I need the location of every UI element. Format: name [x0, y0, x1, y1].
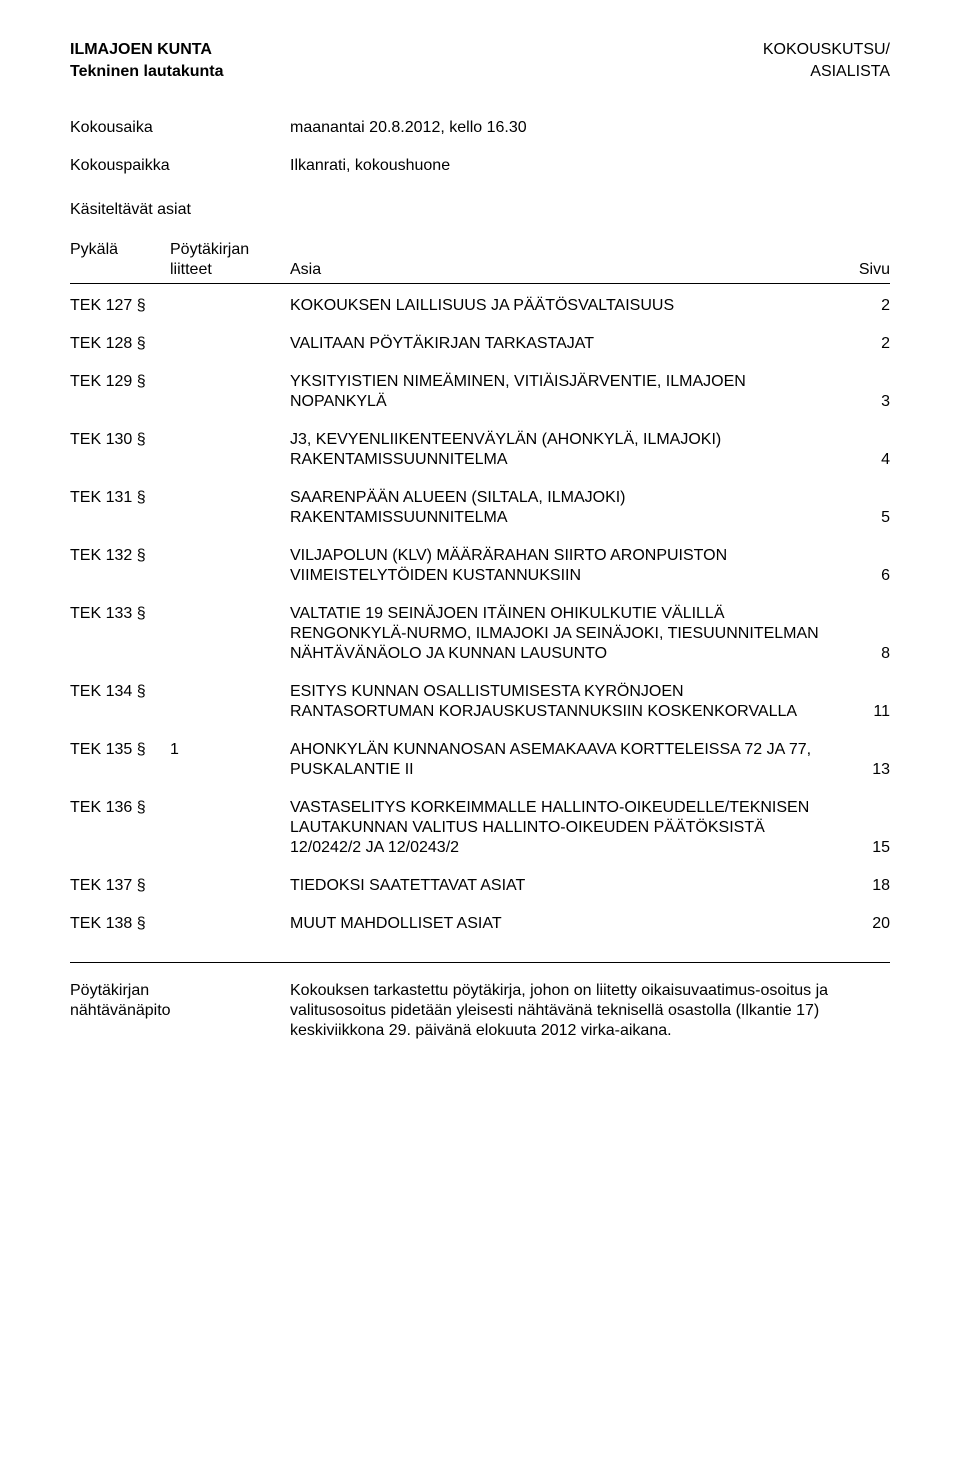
agenda-id: TEK 130 § — [70, 430, 170, 450]
agenda-row: TEK 136 § VASTASELITYS KORKEIMMALLE HALLI… — [70, 798, 890, 858]
footer-text: Kokouksen tarkastettu pöytäkirja, johon … — [290, 981, 890, 1041]
agenda-row: TEK 134 § ESITYS KUNNAN OSALLISTUMISESTA … — [70, 682, 890, 722]
col-liite-2: liitteet — [170, 260, 290, 280]
committee-name: Tekninen lautakunta — [70, 62, 224, 82]
col-sivu: Sivu — [840, 260, 890, 280]
agenda-page: 5 — [840, 508, 890, 528]
agenda-id: TEK 136 § — [70, 798, 170, 818]
header-rule — [70, 283, 890, 284]
agenda-row: TEK 135 §1AHONKYLÄN KUNNANOSAN ASEMAKAAV… — [70, 740, 890, 780]
agenda-title: MUUT MAHDOLLISET ASIAT — [290, 914, 840, 934]
agenda-page: 4 — [840, 450, 890, 470]
col-liite-1: Pöytäkirjan — [170, 240, 290, 260]
agenda-row: TEK 129 § YKSITYISTIEN NIMEÄMINEN, VITIÄI… — [70, 372, 890, 412]
agenda-page: 18 — [840, 876, 890, 896]
agenda-row: TEK 137 § TIEDOKSI SAATETTAVAT ASIAT18 — [70, 876, 890, 896]
items-label: Käsiteltävät asiat — [70, 200, 890, 220]
agenda-list: TEK 127 § KOKOUKSEN LAILLISUUS JA PÄÄTÖSV… — [70, 296, 890, 934]
agenda-page: 13 — [840, 760, 890, 780]
agenda-title: VASTASELITYS KORKEIMMALLE HALLINTO-OIKEU… — [290, 798, 840, 858]
meeting-place-label: Kokouspaikka — [70, 156, 290, 176]
agenda-id: TEK 131 § — [70, 488, 170, 508]
agenda-title: YKSITYISTIEN NIMEÄMINEN, VITIÄISJÄRVENTI… — [290, 372, 840, 412]
agenda-title: TIEDOKSI SAATETTAVAT ASIAT — [290, 876, 840, 896]
agenda-title: SAARENPÄÄN ALUEEN (SILTALA, ILMAJOKI) RA… — [290, 488, 840, 528]
agenda-row: TEK 131 § SAARENPÄÄN ALUEEN (SILTALA, ILM… — [70, 488, 890, 528]
agenda-id: TEK 135 § — [70, 740, 170, 760]
agenda-id: TEK 127 § — [70, 296, 170, 316]
doc-type-1: KOKOUSKUTSU/ — [763, 40, 890, 60]
agenda-row: TEK 132 § VILJAPOLUN (KLV) MÄÄRÄRAHAN SII… — [70, 546, 890, 586]
agenda-page: 11 — [840, 702, 890, 722]
agenda-row: TEK 133 § VALTATIE 19 SEINÄJOEN ITÄINEN O… — [70, 604, 890, 664]
agenda-row: TEK 130 § J3, KEVYENLIIKENTEENVÄYLÄN (AHO… — [70, 430, 890, 470]
footer-rule — [70, 962, 890, 963]
agenda-row: TEK 128 § VALITAAN PÖYTÄKIRJAN TARKASTAJA… — [70, 334, 890, 354]
meeting-place-value: Ilkanrati, kokoushuone — [290, 156, 890, 176]
agenda-attachment: 1 — [170, 740, 290, 760]
agenda-title: KOKOUKSEN LAILLISUUS JA PÄÄTÖSVALTAISUUS — [290, 296, 840, 316]
agenda-title: AHONKYLÄN KUNNANOSAN ASEMAKAAVA KORTTELE… — [290, 740, 840, 780]
agenda-title: VALTATIE 19 SEINÄJOEN ITÄINEN OHIKULKUTI… — [290, 604, 840, 664]
agenda-row: TEK 138 § MUUT MAHDOLLISET ASIAT20 — [70, 914, 890, 934]
agenda-id: TEK 133 § — [70, 604, 170, 624]
col-asia: Asia — [290, 260, 840, 280]
agenda-id: TEK 137 § — [70, 876, 170, 896]
agenda-id: TEK 138 § — [70, 914, 170, 934]
agenda-page: 2 — [840, 334, 890, 354]
meeting-time-label: Kokousaika — [70, 118, 290, 138]
agenda-row: TEK 127 § KOKOUKSEN LAILLISUUS JA PÄÄTÖSV… — [70, 296, 890, 316]
agenda-page: 2 — [840, 296, 890, 316]
agenda-page: 15 — [840, 838, 890, 858]
agenda-title: ESITYS KUNNAN OSALLISTUMISESTA KYRÖNJOEN… — [290, 682, 840, 722]
agenda-id: TEK 132 § — [70, 546, 170, 566]
doc-type-2: ASIALISTA — [810, 62, 890, 82]
agenda-page: 3 — [840, 392, 890, 412]
org-name: ILMAJOEN KUNTA — [70, 40, 212, 60]
agenda-page: 6 — [840, 566, 890, 586]
agenda-title: VILJAPOLUN (KLV) MÄÄRÄRAHAN SIIRTO ARONP… — [290, 546, 840, 586]
agenda-id: TEK 129 § — [70, 372, 170, 392]
col-pykala: Pykälä — [70, 240, 170, 260]
footer-label-1: Pöytäkirjan — [70, 981, 290, 1001]
meeting-time-value: maanantai 20.8.2012, kello 16.30 — [290, 118, 890, 138]
agenda-title: J3, KEVYENLIIKENTEENVÄYLÄN (AHONKYLÄ, IL… — [290, 430, 840, 470]
agenda-id: TEK 128 § — [70, 334, 170, 354]
agenda-title: VALITAAN PÖYTÄKIRJAN TARKASTAJAT — [290, 334, 840, 354]
footer-label-2: nähtävänäpito — [70, 1001, 290, 1021]
agenda-page: 8 — [840, 644, 890, 664]
agenda-id: TEK 134 § — [70, 682, 170, 702]
agenda-page: 20 — [840, 914, 890, 934]
